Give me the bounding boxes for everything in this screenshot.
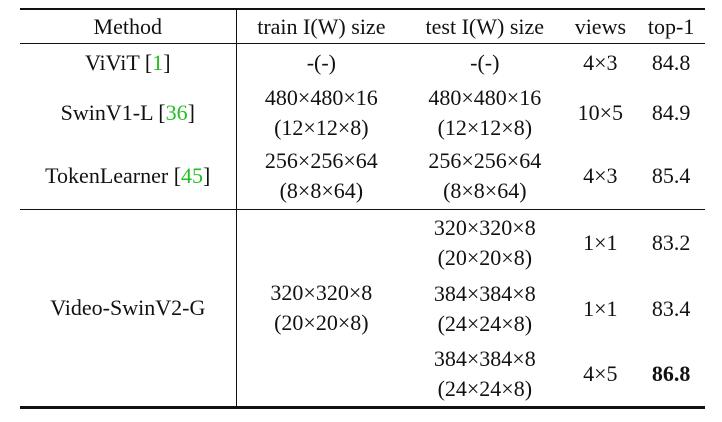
- method-text: Video-SwinV2-G: [50, 295, 206, 320]
- table-row: SwinV1-L [36] 480×480×16 (12×12×8) 480×480×…: [20, 81, 705, 144]
- method-text: ]: [203, 163, 211, 189]
- top1: 84.9: [651, 99, 691, 125]
- citation: 36: [165, 99, 188, 125]
- method-text: ViViT [: [84, 49, 153, 75]
- views: 4×3: [583, 49, 618, 75]
- size-line: (8×8×64): [279, 178, 364, 204]
- train-size: -(-): [236, 44, 406, 82]
- size-line: 320×320×8: [270, 280, 373, 305]
- size-line: (8×8×64): [443, 178, 527, 204]
- top1: 85.4: [651, 163, 691, 189]
- header-cell: top-1: [637, 9, 705, 44]
- top1: 84.8: [651, 49, 691, 75]
- views: 1×1: [563, 209, 638, 276]
- size-line: (12×12×8): [274, 114, 369, 140]
- table-body: ViViT [1] -(-) -(-) 4×3 84.8 SwinV1-L [36] 480…: [20, 43, 705, 408]
- size-line: (24×24×8): [437, 310, 533, 336]
- size-line: 320×320×8: [433, 214, 536, 240]
- method-cell: Video-SwinV2-G: [20, 209, 237, 408]
- views: 4×5: [583, 360, 618, 386]
- size-line: 256×256×64: [264, 148, 378, 174]
- method-text: TokenLearner [: [45, 163, 182, 189]
- test-size: 320×320×8 (20×20×8): [406, 209, 564, 276]
- test-size: 256×256×64 (8×8×64): [406, 144, 563, 210]
- size-line: 256×256×64: [428, 148, 542, 174]
- views: 10×5: [577, 99, 624, 125]
- table-row: ViViT [1] -(-) -(-) 4×3 84.8: [20, 43, 705, 82]
- header-cell: Method: [20, 9, 237, 44]
- citation: 1: [152, 49, 164, 75]
- size-line: -(-): [470, 49, 500, 75]
- train-size: 320×320×8 (20×20×8): [236, 209, 407, 408]
- results-table: Method train I(W) size test I(W) size views…: [20, 8, 705, 409]
- table-row: 384×384×8 (24×24×8) 1×1 83.4: [20, 276, 705, 342]
- size-line: 480×480×16: [428, 84, 542, 110]
- test-size: -(-): [406, 44, 563, 82]
- views: 1×1: [583, 295, 618, 321]
- views: 4×3: [583, 163, 618, 189]
- method-cell: ViViT [1]: [20, 43, 237, 82]
- method-text: SwinV1-L [: [60, 99, 166, 125]
- test-size: 384×384×8 (24×24×8): [406, 342, 563, 408]
- header-cell: test I(W) size: [406, 9, 564, 44]
- method-cell: SwinV1-L [36]: [20, 81, 237, 144]
- method-cell: TokenLearner [45]: [20, 143, 237, 210]
- table-row: 384×384×8 (24×24×8) 4×5 86.8: [20, 342, 705, 408]
- citation: 45: [181, 163, 204, 189]
- train-size: 480×480×16 (12×12×8): [236, 82, 406, 144]
- size-line: 384×384×8: [433, 280, 536, 306]
- size-line: 384×384×8: [433, 345, 536, 371]
- test-size: 480×480×16 (12×12×8): [406, 82, 563, 144]
- table-row: Video-SwinV2-G 320×320×8 (20×20×8) 320×320×…: [20, 209, 705, 408]
- size-line: -(-): [306, 49, 336, 75]
- table-row: TokenLearner [45] 256×256×64 (8×8×64) 256×2…: [20, 143, 705, 210]
- top1: 83.2: [637, 209, 705, 276]
- top1: 83.4: [651, 295, 691, 321]
- top1: 86.8: [651, 360, 691, 386]
- size-line: (12×12×8): [437, 114, 533, 140]
- size-line: 480×480×16: [264, 84, 378, 110]
- test-size: 384×384×8 (24×24×8): [406, 276, 563, 342]
- size-line: (20×20×8): [274, 310, 369, 335]
- train-size: 256×256×64 (8×8×64): [236, 144, 406, 210]
- method-text: ]: [187, 99, 195, 125]
- header-cell: views: [563, 9, 638, 44]
- size-line: (24×24×8): [437, 375, 533, 401]
- header-row: Method train I(W) size test I(W) size views…: [20, 9, 705, 44]
- header-cell: train I(W) size: [236, 9, 407, 44]
- method-text: ]: [163, 49, 171, 75]
- size-line: (20×20×8): [437, 244, 533, 270]
